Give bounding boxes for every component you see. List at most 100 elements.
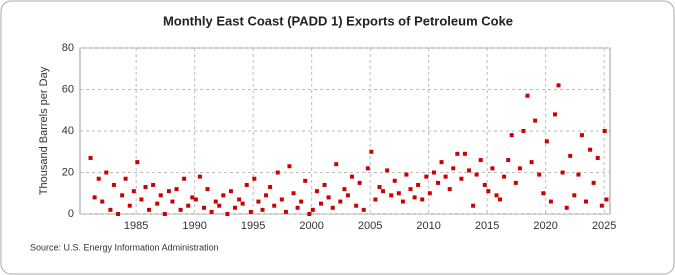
point — [131, 189, 136, 194]
point — [104, 170, 109, 175]
y-tick-label: 60 — [62, 83, 74, 95]
point — [467, 168, 472, 173]
point — [595, 155, 600, 160]
point — [334, 162, 339, 167]
point — [459, 176, 464, 181]
point — [412, 195, 417, 200]
point — [576, 172, 581, 177]
point — [447, 187, 452, 192]
point — [151, 182, 156, 187]
point — [303, 178, 308, 183]
y-tick-label: 40 — [62, 125, 74, 137]
point — [319, 201, 324, 206]
point — [486, 189, 491, 194]
point — [385, 168, 390, 173]
y-axis-label: Thousand Barrels per Day — [38, 66, 50, 195]
point — [240, 201, 245, 206]
point — [494, 193, 499, 198]
point — [233, 205, 238, 210]
point — [604, 197, 609, 202]
x-tick-label: 1985 — [124, 220, 148, 232]
point — [193, 197, 198, 202]
point — [178, 207, 183, 212]
point — [436, 180, 441, 185]
point — [283, 209, 288, 214]
point — [147, 207, 152, 212]
point — [556, 83, 561, 88]
point — [295, 205, 300, 210]
point — [462, 151, 467, 156]
point — [599, 203, 604, 208]
point — [202, 205, 207, 210]
x-tick-label: 1990 — [182, 220, 206, 232]
point — [248, 209, 253, 214]
point — [275, 170, 280, 175]
point — [287, 164, 292, 169]
point — [213, 199, 218, 204]
point — [197, 174, 202, 179]
point — [474, 172, 479, 177]
point — [228, 189, 233, 194]
point — [525, 93, 530, 98]
point — [108, 207, 113, 212]
y-tick-label: 80 — [62, 42, 74, 54]
point — [357, 180, 362, 185]
point — [439, 160, 444, 165]
point — [252, 176, 257, 181]
point — [143, 185, 148, 190]
point — [111, 182, 116, 187]
point — [579, 133, 584, 138]
point — [322, 182, 327, 187]
point — [548, 199, 553, 204]
point — [100, 199, 105, 204]
point — [471, 203, 476, 208]
point — [377, 185, 382, 190]
point — [517, 166, 522, 171]
point — [404, 172, 409, 177]
point — [451, 166, 456, 171]
point — [502, 174, 507, 179]
point — [541, 191, 546, 196]
x-tick-label: 2005 — [358, 220, 382, 232]
point — [588, 147, 593, 152]
source: Source: U.S. Energy Information Administ… — [30, 242, 219, 252]
point — [127, 203, 132, 208]
point — [272, 203, 277, 208]
point — [400, 199, 405, 204]
point — [490, 166, 495, 171]
point — [533, 118, 538, 123]
point — [431, 170, 436, 175]
point — [260, 207, 265, 212]
point — [537, 172, 542, 177]
point — [373, 197, 378, 202]
point — [365, 166, 370, 171]
point — [279, 197, 284, 202]
point — [396, 191, 401, 196]
point — [591, 180, 596, 185]
point — [408, 187, 413, 192]
point — [310, 207, 315, 212]
y-tick-label: 20 — [62, 166, 74, 178]
point — [256, 199, 261, 204]
x-tick-label: 2000 — [299, 220, 323, 232]
point — [268, 185, 273, 190]
point — [392, 178, 397, 183]
y-tick-label: 0 — [68, 208, 74, 220]
x-tick-label: 1995 — [241, 220, 265, 232]
point — [369, 149, 374, 154]
x-tick-label: 2015 — [475, 220, 499, 232]
x-tick-label: 2025 — [592, 220, 616, 232]
point — [209, 209, 214, 214]
plot-area: 0 20 40 60 80 1985 1990 1995 2000 2005 2010 2015 202… — [62, 42, 617, 232]
point — [478, 158, 483, 163]
point — [139, 197, 144, 202]
point — [237, 197, 242, 202]
point — [602, 129, 607, 133]
point — [424, 174, 429, 179]
point — [560, 170, 565, 175]
point — [544, 139, 549, 144]
point — [564, 205, 569, 210]
point — [123, 176, 128, 181]
point — [498, 197, 503, 202]
point — [162, 212, 167, 216]
